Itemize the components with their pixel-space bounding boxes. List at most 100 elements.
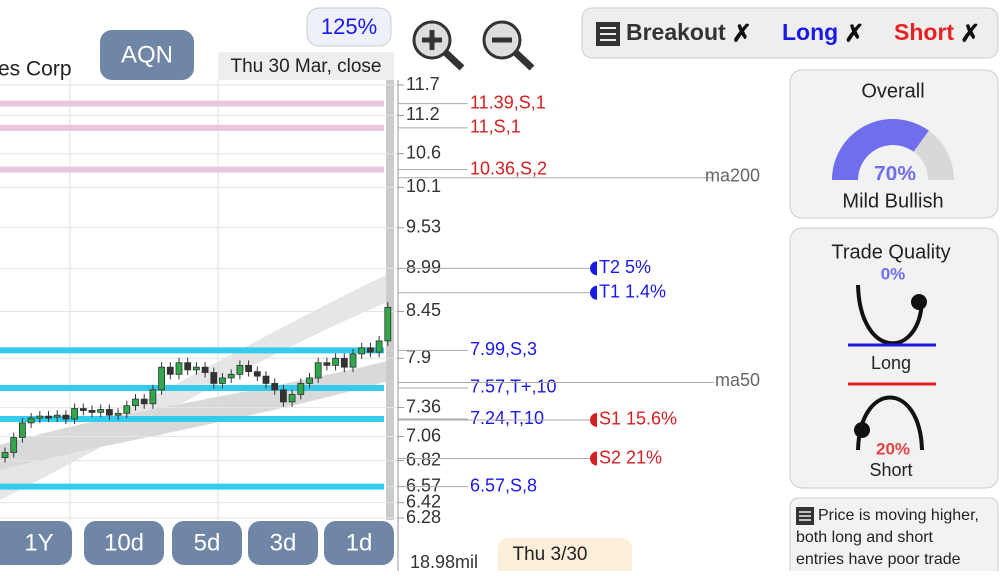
candle: [236, 364, 244, 375]
candle: [114, 412, 122, 416]
marker-icon: [590, 412, 597, 427]
range-button[interactable]: [84, 521, 164, 565]
marker-label: S1 15.6%: [599, 409, 677, 429]
ma-label: ma200: [705, 166, 760, 186]
bottom-date: Thu 3/30: [513, 544, 588, 565]
zoom-box[interactable]: [306, 7, 392, 47]
candle: [262, 375, 270, 384]
candle: [253, 371, 261, 377]
marker-label: S2 21%: [599, 447, 662, 467]
candle: [88, 410, 96, 413]
gauge-mask: [833, 180, 953, 188]
zoom-in[interactable]: [412, 20, 465, 71]
candle: [123, 405, 131, 414]
date-box: [218, 52, 394, 80]
candle: [314, 362, 322, 379]
range-button[interactable]: [324, 521, 394, 565]
candle: [210, 372, 218, 384]
note-line: entries have poor trade: [796, 551, 961, 568]
level-label: 7.99,S,3: [470, 339, 537, 359]
candle: [358, 347, 366, 355]
range-button[interactable]: [0, 521, 72, 565]
candle: [332, 357, 340, 366]
candle: [62, 414, 70, 420]
short-value: 20%: [876, 439, 910, 458]
candle: [79, 408, 87, 411]
price-tick-label: 6.82: [406, 449, 441, 469]
candle: [375, 340, 383, 353]
price-tick-label: 11.7: [406, 74, 440, 94]
bottom-date-box: [498, 538, 632, 576]
long-value: 0%: [881, 264, 906, 283]
candle: [10, 437, 18, 453]
candle: [384, 306, 392, 342]
ticker-button[interactable]: [100, 30, 194, 80]
range-button[interactable]: [248, 521, 318, 565]
overall-percent: 70%: [874, 163, 916, 186]
price-tick-label: 6.28: [406, 507, 441, 527]
candle: [288, 394, 296, 403]
marker-label: T2 5%: [599, 257, 651, 277]
note-line: Price is moving higher,: [818, 507, 979, 524]
overall-title: Overall: [861, 80, 924, 102]
range-label: 5d: [194, 529, 221, 556]
candle: [349, 353, 357, 368]
long-label: Long: [871, 353, 911, 373]
quality-panel: [789, 227, 999, 489]
candle: [192, 366, 200, 371]
filter-label[interactable]: Breakout: [626, 19, 726, 45]
level-label: 7.24,T,10: [470, 408, 544, 428]
candle: [149, 389, 157, 405]
marker-icon: [590, 451, 597, 466]
filter-bar: [581, 7, 999, 59]
candle: [97, 409, 105, 413]
filter-mark: ✗: [732, 20, 752, 47]
price-tick-label: 11.2: [406, 104, 440, 124]
quality-title: Trade Quality: [831, 241, 950, 263]
ma-label: ma50: [715, 370, 760, 390]
company: es Corp: [0, 58, 72, 81]
date: Thu 30 Mar, close: [230, 56, 381, 77]
price-tick-label: 7.9: [406, 347, 431, 367]
overall-verdict: Mild Bullish: [842, 190, 943, 212]
candle: [184, 362, 192, 371]
range-label: 10d: [104, 529, 144, 556]
filter-mark: ✗: [960, 20, 980, 47]
candle: [323, 362, 331, 366]
marker-icon: [590, 285, 597, 300]
candle: [297, 383, 305, 395]
ticker: AQN: [121, 41, 173, 68]
candle: [158, 366, 166, 391]
range-label: 3d: [270, 529, 297, 556]
candle: [245, 364, 253, 373]
candle: [201, 366, 209, 373]
range-label: 1Y: [24, 529, 53, 556]
marker-icon: [590, 261, 597, 276]
level-label: 10.36,S,2: [470, 158, 547, 178]
candle: [366, 347, 374, 353]
level-label: 11.39,S,1: [470, 92, 546, 112]
short-label: Short: [869, 460, 912, 480]
candle: [45, 415, 52, 419]
gauge-fill: [832, 119, 929, 181]
price-tick-label: 6.57: [406, 475, 441, 495]
price-tick-label: 6.42: [406, 491, 441, 511]
candle: [1, 452, 9, 458]
level-label: 6.57,S,8: [470, 475, 537, 495]
candle: [18, 422, 26, 438]
price-tick-label: 9.53: [406, 217, 441, 237]
filter-mark: ✗: [844, 20, 864, 47]
candle: [166, 366, 174, 375]
zoom-out[interactable]: [482, 20, 535, 71]
marker-label: T1 1.4%: [599, 282, 666, 302]
candle: [271, 383, 279, 391]
range-button[interactable]: [172, 521, 242, 565]
filter-label[interactable]: Short: [894, 19, 954, 45]
filter-icon: [596, 22, 620, 46]
filter-label[interactable]: Long: [782, 19, 838, 45]
candle: [140, 398, 148, 405]
candle: [340, 357, 348, 368]
price-tick-label: 10.6: [406, 142, 441, 162]
candle: [306, 377, 313, 384]
